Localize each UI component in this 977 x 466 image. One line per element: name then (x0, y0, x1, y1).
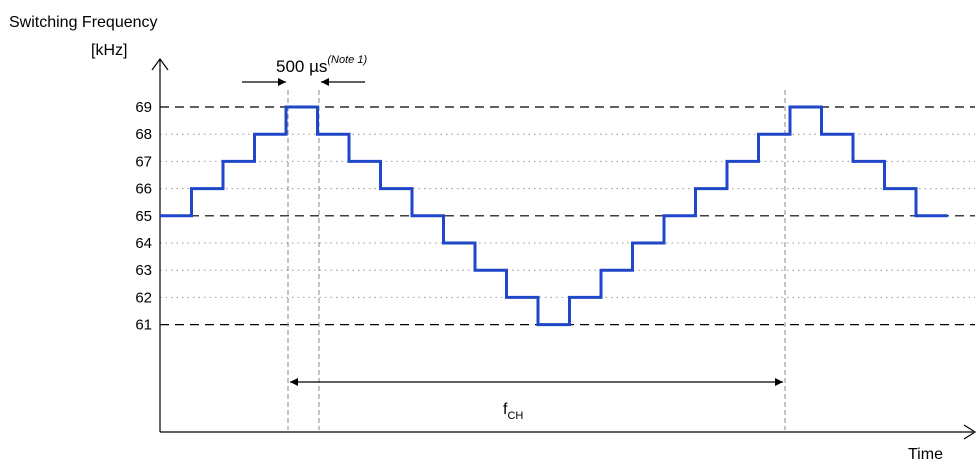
step-duration-label: 500 µs(Note 1) (276, 54, 367, 76)
step-duration-text: 500 µs (276, 57, 327, 76)
y-axis-title-line1: Switching Frequency (9, 14, 158, 31)
y-axis-arrowhead (151, 57, 169, 71)
period-label: fCH (503, 401, 523, 422)
y-axis-title-line2: [kHz] (91, 42, 127, 59)
y-tick-label: 63 (135, 262, 152, 279)
y-tick-label: 65 (135, 208, 152, 225)
y-tick-label: 61 (135, 317, 152, 334)
period-label-subscript: CH (507, 410, 523, 422)
period-label-base: f (503, 401, 508, 418)
y-tick-label: 68 (135, 126, 152, 143)
vertical-guides (287, 90, 786, 430)
y-tick-label: 64 (135, 235, 152, 252)
x-axis-arrowhead (963, 424, 977, 440)
y-tick-label: 69 (135, 99, 152, 116)
step-duration-note: (Note 1) (327, 54, 367, 66)
step-duration-annotation: 500 µs(Note 1) (242, 54, 367, 86)
y-tick-label: 67 (135, 153, 152, 170)
y-tick-labels: 69 68 67 66 65 64 63 62 61 (135, 99, 152, 334)
y-tick-label: 66 (135, 181, 152, 198)
period-annotation: fCH (290, 378, 783, 422)
axes (151, 57, 977, 440)
y-tick-label: 62 (135, 289, 152, 306)
x-axis-title: Time (908, 446, 943, 463)
series-line-switching-frequency (160, 105, 948, 327)
